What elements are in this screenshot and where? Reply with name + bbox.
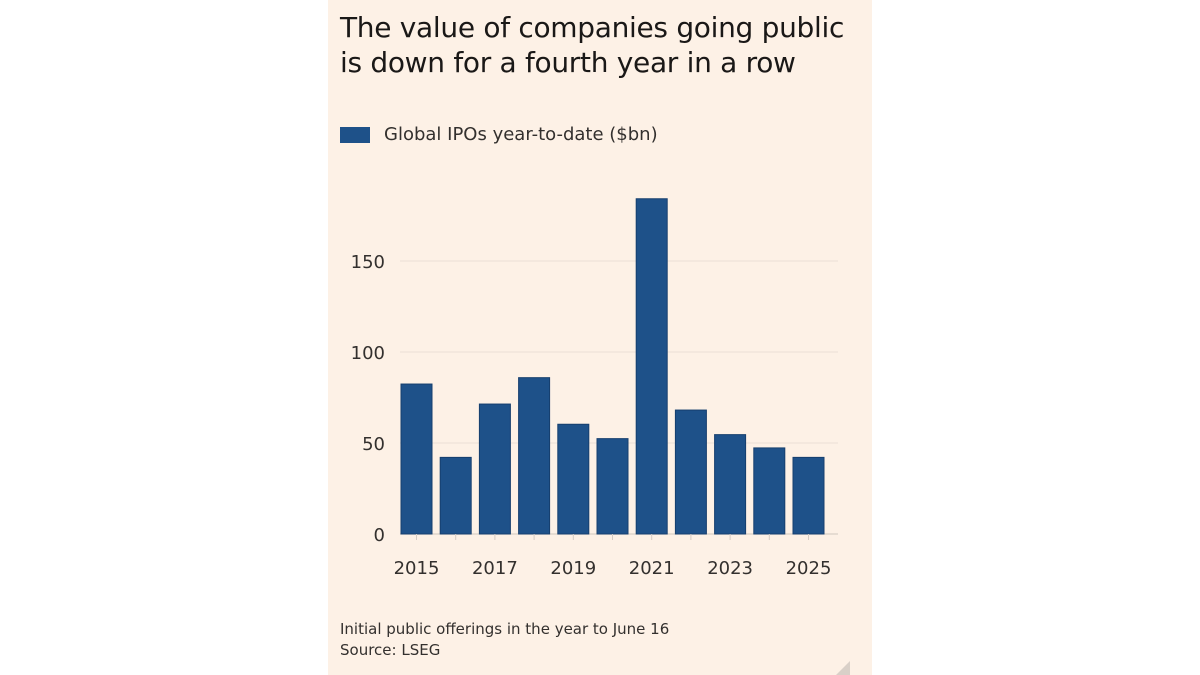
x-tick-label: 2019 — [550, 558, 596, 579]
chart-panel: The value of companies going public is d… — [328, 0, 872, 675]
footnote: Initial public offerings in the year to … — [340, 619, 669, 661]
bar-2022 — [674, 409, 707, 535]
bar-2020 — [596, 438, 629, 535]
chart-title: The value of companies going public is d… — [340, 11, 845, 79]
bar-2019 — [557, 423, 590, 535]
legend: Global IPOs year-to-date ($bn) — [340, 124, 658, 145]
legend-label: Global IPOs year-to-date ($bn) — [384, 124, 658, 145]
resize-corner — [836, 661, 850, 675]
x-tick-label: 2023 — [707, 558, 753, 579]
source-text: Source: LSEG — [340, 641, 441, 659]
x-tick-label: 2021 — [629, 558, 675, 579]
bar-2025 — [792, 456, 825, 535]
x-tick-label: 2025 — [786, 558, 832, 579]
bar-2024 — [753, 447, 786, 535]
bar-2021 — [635, 198, 668, 535]
bar-2018 — [518, 377, 551, 535]
x-tick-label: 2017 — [472, 558, 518, 579]
bar-2015 — [400, 383, 433, 535]
x-tick-label: 2015 — [394, 558, 440, 579]
footnote-text: Initial public offerings in the year to … — [340, 620, 670, 638]
y-tick-label: 100 — [351, 343, 385, 364]
y-tick-label: 150 — [351, 252, 385, 273]
bar-2023 — [714, 434, 747, 535]
y-tick-label: 50 — [362, 434, 385, 455]
y-tick-label: 0 — [374, 525, 385, 546]
legend-swatch — [340, 126, 370, 143]
bar-chart: 0 50 100 150 2015 2017 2019 2021 2023 2025 — [351, 198, 838, 579]
bar-2017 — [478, 403, 511, 535]
bar-2016 — [439, 456, 472, 535]
